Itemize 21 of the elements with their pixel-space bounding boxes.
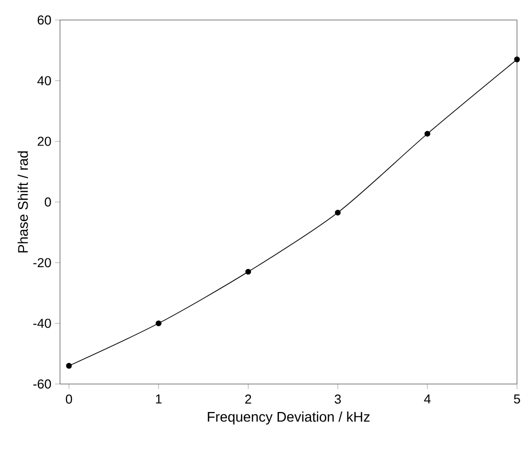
y-tick-label: -20	[33, 258, 51, 268]
y-tick-label: 0	[44, 197, 51, 207]
y-tick-label: 40	[37, 76, 51, 86]
x-tick-label: 5	[514, 394, 520, 404]
y-tick-label: 60	[38, 15, 51, 25]
point	[334, 210, 341, 216]
point	[156, 320, 162, 326]
x-tick-label: 4	[424, 394, 431, 404]
point	[245, 268, 252, 275]
x-tick-label: 0	[66, 394, 72, 404]
x-tick-label: 2	[245, 394, 252, 404]
point	[66, 362, 72, 369]
x-axis-title: Frequency Deviation / kHz	[208, 412, 370, 425]
y-tick-label: 20	[38, 136, 51, 146]
x-tick-label: 1	[156, 394, 162, 404]
point	[514, 56, 520, 62]
y-axis-title: Phase Shift / rad	[18, 151, 28, 252]
x-tick-label: 3	[334, 394, 341, 404]
y-tick-label: -40	[33, 318, 51, 328]
y-tick-label: -60	[33, 379, 51, 389]
point	[424, 130, 430, 137]
